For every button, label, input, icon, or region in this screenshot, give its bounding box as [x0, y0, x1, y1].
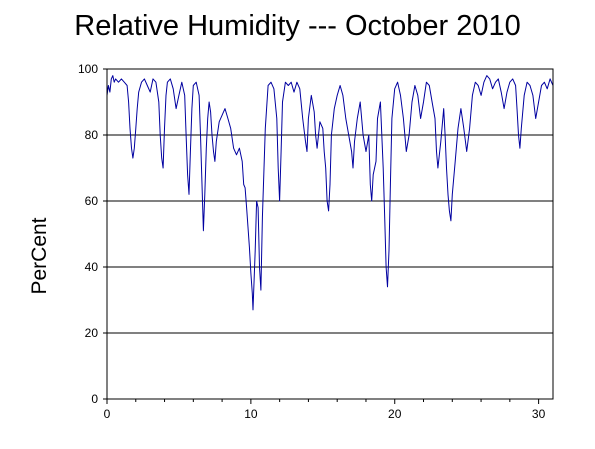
axis-ticks: 0 20 40 60 80 100 0 10 20 30	[78, 62, 546, 421]
y-tick-label: 100	[78, 62, 98, 76]
y-tick-label: 80	[85, 128, 99, 142]
y-tick-label: 40	[85, 260, 99, 274]
plot-frame	[106, 68, 554, 400]
y-tick-label: 0	[91, 392, 98, 406]
y-tick-label: 60	[85, 194, 99, 208]
x-tick-label: 0	[104, 407, 111, 421]
x-tick-label: 20	[388, 407, 402, 421]
axes	[106, 68, 554, 400]
grid-lines	[107, 68, 553, 334]
chart-title: Relative Humidity --- October 2010	[74, 10, 521, 42]
x-tick-label: 30	[532, 407, 546, 421]
series-layer	[106, 75, 554, 311]
x-tick-label: 10	[244, 407, 258, 421]
y-tick-label: 20	[85, 326, 99, 340]
humidity-series-line	[106, 75, 554, 311]
